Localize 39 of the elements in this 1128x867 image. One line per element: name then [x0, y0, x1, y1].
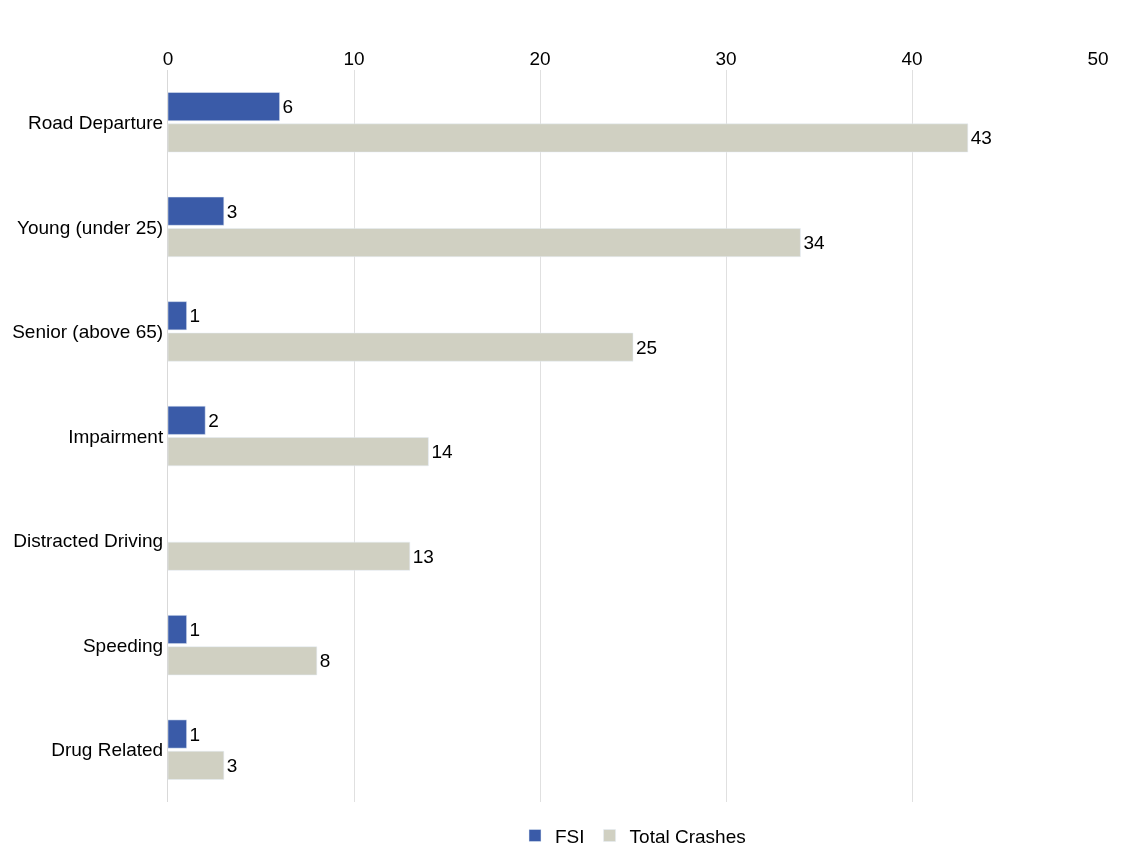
data-label: 1	[189, 618, 201, 640]
legend-label: FSI	[555, 825, 585, 847]
bar	[168, 751, 225, 780]
x-tick-label: 0	[162, 48, 174, 70]
data-label: 1	[189, 305, 201, 327]
x-tick-label: 40	[901, 48, 923, 70]
bar	[168, 437, 429, 467]
y-tick-label: Speeding	[82, 634, 164, 656]
data-label: 8	[319, 650, 331, 672]
bar	[168, 646, 318, 676]
data-label: 2	[208, 409, 219, 431]
bar	[168, 123, 969, 153]
data-label: 43	[970, 127, 992, 149]
data-label: 14	[431, 441, 453, 463]
bar	[168, 228, 801, 257]
x-tick-label: 10	[343, 48, 365, 70]
bar	[168, 405, 206, 435]
y-tick-label: Impairment	[68, 425, 164, 447]
bar	[168, 615, 187, 644]
y-tick-label: Senior (above 65)	[12, 321, 164, 343]
data-label: 1	[189, 723, 201, 745]
data-label: 3	[226, 200, 238, 222]
x-tick-label: 30	[715, 48, 737, 70]
data-label: 3	[226, 754, 238, 776]
bar	[168, 196, 225, 226]
x-tick-label: 50	[1087, 48, 1109, 70]
bar	[168, 719, 187, 749]
y-tick-label: Young (under 25)	[17, 216, 164, 238]
data-label: 13	[412, 545, 434, 567]
bar	[168, 541, 411, 571]
bar	[168, 92, 280, 121]
x-tick-label: 20	[529, 48, 551, 70]
y-tick-label: Road Departure	[28, 111, 164, 133]
y-tick-label: Distracted Driving	[13, 530, 164, 552]
y-tick-label: Drug Related	[51, 739, 164, 761]
data-label: 34	[803, 232, 825, 254]
data-label: 25	[636, 336, 658, 358]
data-label: 6	[282, 96, 294, 118]
legend-label: Total Crashes	[629, 825, 746, 847]
